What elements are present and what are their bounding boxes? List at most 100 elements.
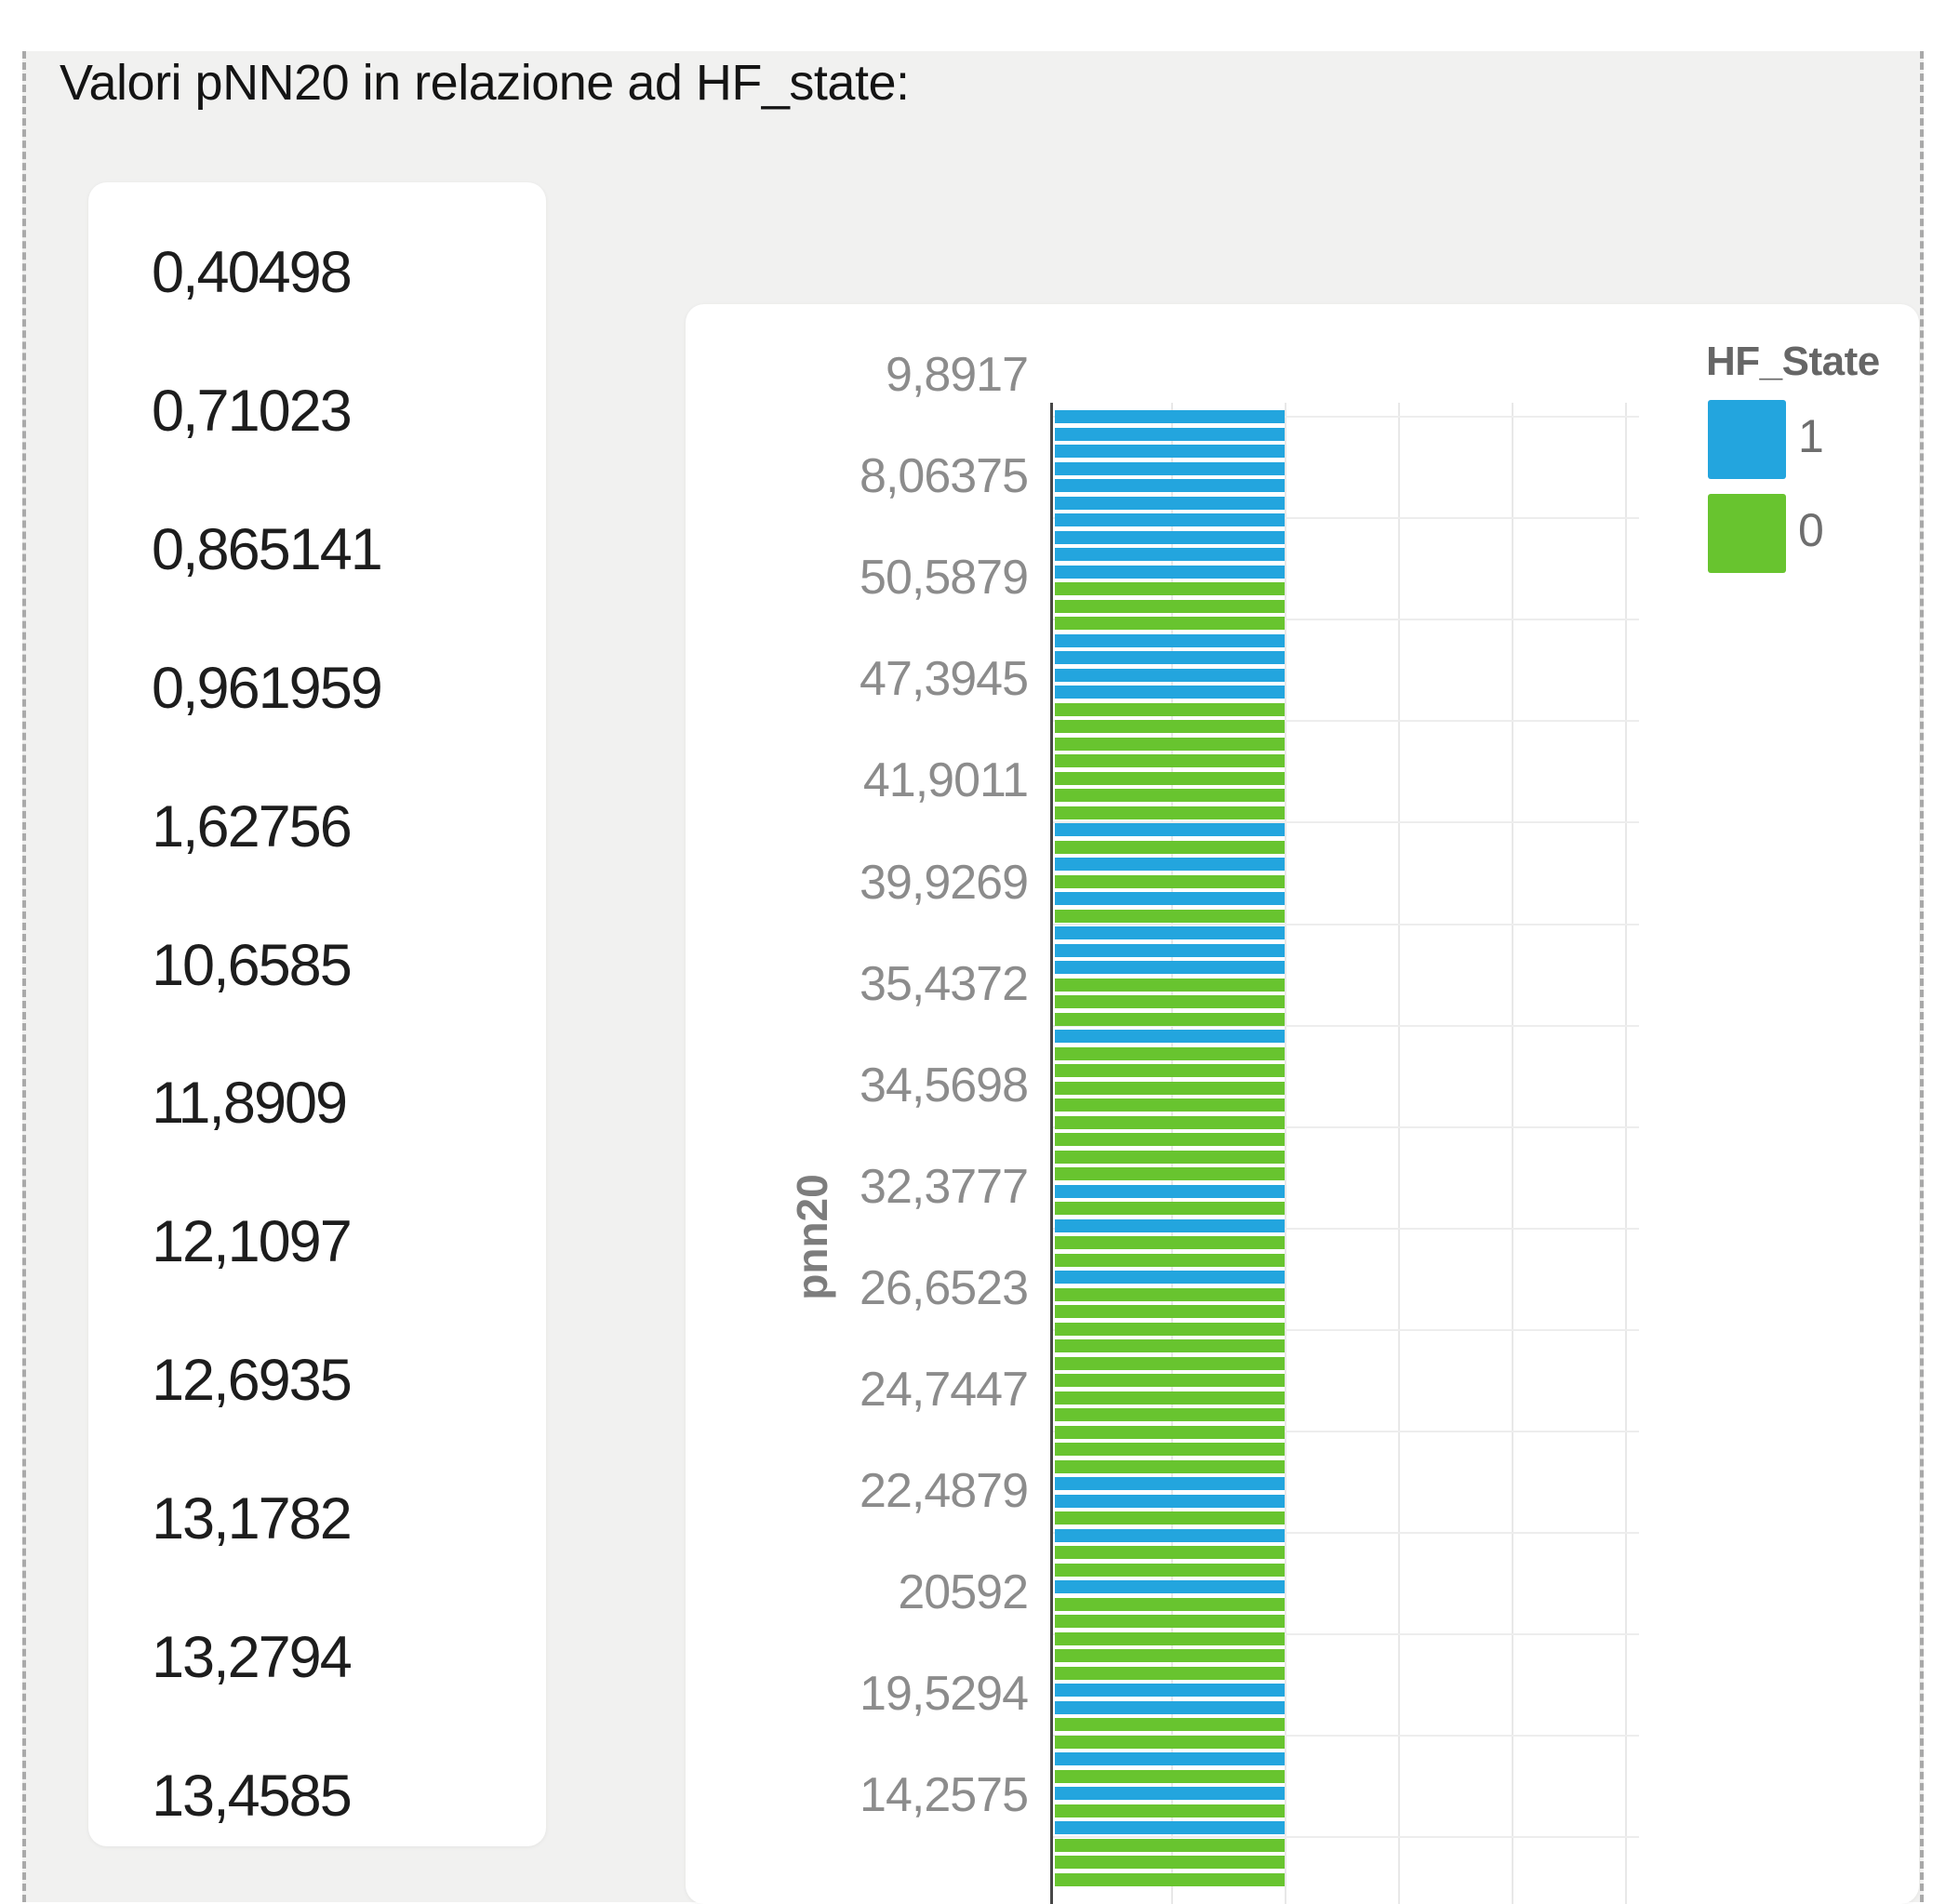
- bar: [1055, 1528, 1285, 1542]
- bar: [1055, 1356, 1285, 1370]
- bar: [1055, 1597, 1285, 1611]
- page-title: Valori pNN20 in relazione ad HF_state:: [60, 55, 910, 111]
- bar: [1055, 943, 1285, 957]
- bar: [1055, 1115, 1285, 1129]
- bar: [1055, 702, 1285, 716]
- bar: [1055, 1408, 1285, 1421]
- bar: [1055, 1752, 1285, 1765]
- bar: [1055, 1804, 1285, 1817]
- y-tick-label: 14,2575: [860, 1768, 1029, 1823]
- bar: [1055, 1322, 1285, 1336]
- value-list-item: 0,865141: [152, 516, 383, 582]
- vertical-gridline: [1398, 403, 1400, 1904]
- y-tick-label: 8,06375: [860, 449, 1029, 504]
- bar: [1055, 1769, 1285, 1783]
- y-tick-label: 50,5879: [860, 551, 1029, 606]
- horizontal-gridline: [1050, 821, 1639, 824]
- bar: [1055, 427, 1285, 441]
- horizontal-gridline: [1050, 720, 1639, 723]
- vertical-gridline: [1512, 403, 1513, 1904]
- legend-swatch-blue: [1708, 400, 1786, 479]
- bar: [1055, 1236, 1285, 1249]
- horizontal-gridline: [1050, 1532, 1639, 1535]
- legend: HF_State 1 0: [1704, 339, 1919, 573]
- bar: [1055, 1666, 1285, 1680]
- bar: [1055, 995, 1285, 1008]
- y-tick-label: 20592: [898, 1565, 1029, 1620]
- value-list-item: 13,4585: [152, 1763, 353, 1829]
- bar: [1055, 1459, 1285, 1473]
- horizontal-gridline: [1050, 416, 1639, 418]
- bar: [1055, 789, 1285, 802]
- value-list-item: 0,40498: [152, 240, 353, 305]
- value-list-item: 13,1782: [152, 1486, 353, 1552]
- bar: [1055, 1184, 1285, 1198]
- bar: [1055, 1546, 1285, 1559]
- bar: [1055, 1511, 1285, 1525]
- bar: [1055, 461, 1285, 475]
- value-list-item: 11,8909: [152, 1071, 348, 1137]
- horizontal-gridline: [1050, 1735, 1639, 1738]
- bar: [1055, 1615, 1285, 1628]
- bar: [1055, 737, 1285, 751]
- legend-swatch-green: [1708, 494, 1786, 573]
- bar: [1055, 1443, 1285, 1456]
- bar: [1055, 1838, 1285, 1852]
- legend-item-0[interactable]: 0: [1704, 479, 1919, 573]
- bar: [1055, 720, 1285, 733]
- bar: [1055, 513, 1285, 526]
- bar: [1055, 1253, 1285, 1267]
- y-tick-label: 24,7447: [860, 1363, 1029, 1417]
- value-list-item: 12,6935: [152, 1348, 353, 1414]
- horizontal-gridline: [1050, 1633, 1639, 1636]
- y-tick-label: 9,8917: [885, 348, 1029, 402]
- bar: [1055, 633, 1285, 647]
- bar: [1055, 1580, 1285, 1593]
- legend-item-1[interactable]: 1: [1704, 385, 1919, 479]
- bar: [1055, 1684, 1285, 1697]
- bar: [1055, 1425, 1285, 1439]
- y-tick-label: 47,3945: [860, 652, 1029, 707]
- bar: [1055, 771, 1285, 785]
- legend-label: 0: [1798, 504, 1824, 556]
- bar: [1055, 1202, 1285, 1215]
- bar: [1055, 1064, 1285, 1077]
- bar: [1055, 961, 1285, 974]
- bar: [1055, 1735, 1285, 1749]
- bar: [1055, 1167, 1285, 1180]
- bar: [1055, 978, 1285, 992]
- bar: [1055, 1391, 1285, 1405]
- value-list-item: 0,71023: [152, 378, 353, 444]
- y-tick-label: 35,4372: [860, 956, 1029, 1011]
- bar: [1055, 1718, 1285, 1731]
- bar: [1055, 1872, 1285, 1886]
- y-tick-label: 41,9011: [862, 753, 1029, 808]
- bar: [1055, 565, 1285, 579]
- bar: [1055, 1218, 1285, 1232]
- horizontal-gridline: [1050, 1024, 1639, 1027]
- bar: [1055, 1494, 1285, 1508]
- horizontal-gridline: [1050, 923, 1639, 925]
- bar: [1055, 1374, 1285, 1387]
- horizontal-gridline: [1050, 1227, 1639, 1230]
- bar: [1055, 1787, 1285, 1800]
- bar: [1055, 1098, 1285, 1112]
- legend-label: 1: [1798, 410, 1824, 462]
- y-tick-label: 39,9269: [860, 855, 1029, 910]
- bar: [1055, 410, 1285, 423]
- bar: [1055, 1305, 1285, 1318]
- bar: [1055, 806, 1285, 819]
- value-list-item: 1,62756: [152, 793, 353, 859]
- y-axis-line: [1050, 403, 1053, 1904]
- bar: [1055, 617, 1285, 630]
- horizontal-gridline: [1050, 1836, 1639, 1839]
- bar: [1055, 754, 1285, 767]
- bar: [1055, 1046, 1285, 1060]
- values-list-card: 0,40498 0,71023 0,865141 0,961959 1,62756 10,…: [88, 182, 546, 1846]
- y-tick-label: 34,5698: [860, 1058, 1029, 1112]
- horizontal-gridline: [1050, 1328, 1639, 1331]
- horizontal-gridline: [1050, 517, 1639, 520]
- bar: [1055, 1339, 1285, 1352]
- bar: [1055, 926, 1285, 939]
- y-tick-label: 22,4879: [860, 1464, 1029, 1519]
